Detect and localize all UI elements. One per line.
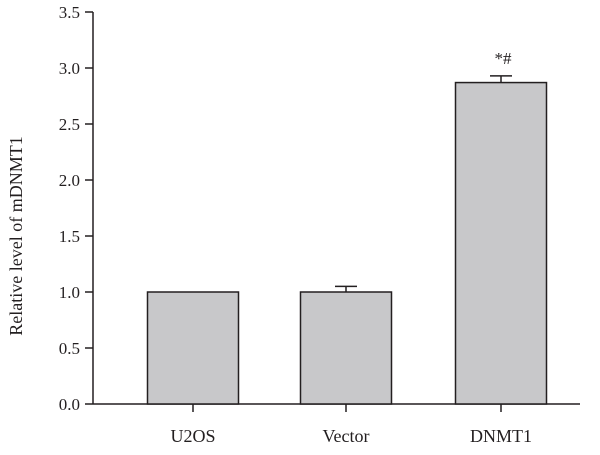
bar-u2os [146,291,240,405]
y-tick-label: 3.0 [59,59,80,78]
y-tick-label: 1.0 [59,283,80,302]
y-tick-label: 3.5 [59,3,80,22]
bar-vector [299,291,393,405]
bar-dnmt1 [454,81,548,405]
y-tick-label: 1.5 [59,227,80,246]
category-label: U2OS [170,426,215,446]
y-axis: 0.0 0.5 1.0 1.5 2.0 2.5 3.0 3.5 [59,3,94,414]
x-axis: U2OS Vector DNMT1 [93,403,580,446]
y-tick-label: 2.5 [59,115,80,134]
bars: *# [146,49,548,405]
category-label: Vector [323,426,370,446]
significance-annotation: *# [495,49,513,68]
y-axis-label: Relative level of mDNMT1 [6,136,26,335]
category-label: DNMT1 [470,426,532,446]
y-tick-label: 2.0 [59,171,80,190]
y-tick-label: 0.0 [59,395,80,414]
y-tick-label: 0.5 [59,339,80,358]
